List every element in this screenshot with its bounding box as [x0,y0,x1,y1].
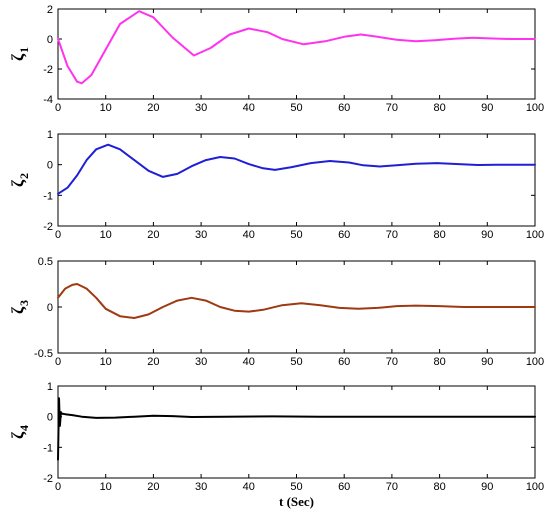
y-tick-label: 2 [47,4,53,16]
y-tick-label: 0 [47,34,53,46]
y-tick-label: 0 [47,160,53,172]
x-tick-label: 90 [481,356,493,368]
subplot-4: 0 10 20 30 40 50 60 70 80 90 100 -2 -1 0 1 ζ4 t (Sec) [8,381,544,509]
x-tick-label: 40 [243,481,255,493]
axes-frame [57,8,536,100]
subplot-2: 0 10 20 30 40 50 60 70 80 90 100 -2 -1 0 1 ζ2 [8,129,544,241]
x-tick-label: 20 [147,481,159,493]
x-tick-label: 20 [147,102,159,114]
series-line-3 [57,283,536,319]
x-tick-label: 40 [243,229,255,241]
x-tick-label: 90 [481,481,493,493]
series-line-1 [57,10,536,85]
axes-frame [57,133,536,227]
x-tick-label: 70 [386,481,398,493]
y-tick-label: 1 [47,129,53,141]
y-tick-label: 0 [47,302,53,314]
x-tick-label: 70 [386,356,398,368]
x-tick-label: 60 [338,229,350,241]
x-tick-label: 10 [100,356,112,368]
x-tick-label: 20 [147,356,159,368]
x-tick-label: 30 [195,356,207,368]
x-tick-label: 50 [290,481,302,493]
x-tick-label: 0 [55,102,61,114]
x-tick-label: 10 [100,102,112,114]
x-tick-label: 60 [338,102,350,114]
x-tick-label: 60 [338,481,350,493]
y-tick-label: -2 [43,64,53,76]
x-tick-label: 90 [481,102,493,114]
y-axis-label: ζ1 [8,47,31,61]
x-tick-label: 50 [290,356,302,368]
x-tick-label: 80 [433,102,445,114]
x-tick-label: 50 [290,229,302,241]
x-tick-label: 70 [386,102,398,114]
x-tick-label: 40 [243,356,255,368]
y-tick-label: 1 [47,381,53,393]
x-tick-label: 10 [100,229,112,241]
subplot-3: 0 10 20 30 40 50 60 70 80 90 100-0.500.5ζ3 [8,256,544,368]
x-tick-label: 80 [433,356,445,368]
y-tick-label: -0.5 [34,348,53,360]
y-axis-label: ζ3 [8,300,31,314]
y-tick-label: -2 [43,473,53,485]
x-tick-label: 80 [433,481,445,493]
y-tick-label: -1 [43,190,53,202]
subplot-1: 0 10 20 30 40 50 60 70 80 90 100 -4 -2 0 2 ζ1 [8,4,544,114]
x-tick-label: 50 [290,102,302,114]
x-tick-label: 100 [526,356,544,368]
x-tick-label: 60 [338,356,350,368]
x-tick-label: 100 [526,229,544,241]
y-tick-label: -4 [43,94,53,106]
series-line-2 [57,143,536,195]
x-tick-label: 80 [433,229,445,241]
axes-frame [57,385,536,479]
x-tick-label: 100 [526,102,544,114]
y-tick-label: 0.5 [38,256,53,268]
x-tick-label: 0 [55,481,61,493]
y-tick-label: 0 [47,412,53,424]
x-axis-label: t (Sec) [279,494,314,509]
x-tick-label: 0 [55,229,61,241]
x-tick-label: 0 [55,356,61,368]
x-tick-label: 30 [195,102,207,114]
x-tick-label: 20 [147,229,159,241]
x-tick-label: 10 [100,481,112,493]
x-tick-label: 90 [481,229,493,241]
x-tick-label: 70 [386,229,398,241]
x-tick-label: 30 [195,481,207,493]
series-line-4 [57,397,536,461]
y-tick-label: -1 [43,442,53,454]
y-tick-label: -2 [43,221,53,233]
x-tick-label: 40 [243,102,255,114]
y-axis-label: ζ2 [8,173,31,187]
x-tick-label: 100 [526,481,544,493]
x-tick-label: 30 [195,229,207,241]
y-axis-label: ζ4 [8,425,31,439]
